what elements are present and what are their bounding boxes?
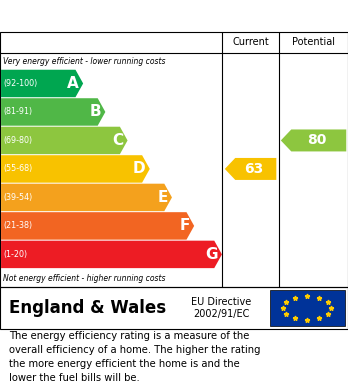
Text: C: C [112, 133, 124, 148]
Text: A: A [67, 76, 79, 91]
Text: Current: Current [232, 38, 269, 47]
Polygon shape [1, 155, 150, 183]
Text: (69-80): (69-80) [3, 136, 33, 145]
Text: 80: 80 [307, 133, 327, 147]
Text: Potential: Potential [292, 38, 335, 47]
Text: England & Wales: England & Wales [9, 299, 166, 317]
Polygon shape [1, 127, 128, 154]
Polygon shape [281, 129, 346, 151]
Text: (81-91): (81-91) [3, 108, 33, 117]
Polygon shape [1, 98, 105, 126]
Text: The energy efficiency rating is a measure of the
overall efficiency of a home. T: The energy efficiency rating is a measur… [9, 332, 260, 384]
Text: (92-100): (92-100) [3, 79, 38, 88]
Text: B: B [89, 104, 101, 120]
Polygon shape [1, 212, 194, 240]
Text: F: F [180, 219, 190, 233]
Text: (1-20): (1-20) [3, 250, 27, 259]
Bar [270, 290, 345, 326]
Text: 63: 63 [244, 162, 264, 176]
Text: Very energy efficient - lower running costs: Very energy efficient - lower running co… [3, 57, 165, 66]
Text: E: E [157, 190, 168, 205]
Text: (21-38): (21-38) [3, 221, 33, 230]
Polygon shape [1, 70, 83, 97]
Text: Not energy efficient - higher running costs: Not energy efficient - higher running co… [3, 274, 165, 283]
Polygon shape [1, 241, 222, 268]
Text: D: D [133, 161, 145, 176]
Text: G: G [205, 247, 218, 262]
Polygon shape [1, 184, 172, 211]
Text: (39-54): (39-54) [3, 193, 33, 202]
Polygon shape [225, 158, 276, 180]
Text: (55-68): (55-68) [3, 165, 33, 174]
Text: EU Directive
2002/91/EC: EU Directive 2002/91/EC [191, 297, 251, 319]
Text: Energy Efficiency Rating: Energy Efficiency Rating [9, 9, 230, 24]
